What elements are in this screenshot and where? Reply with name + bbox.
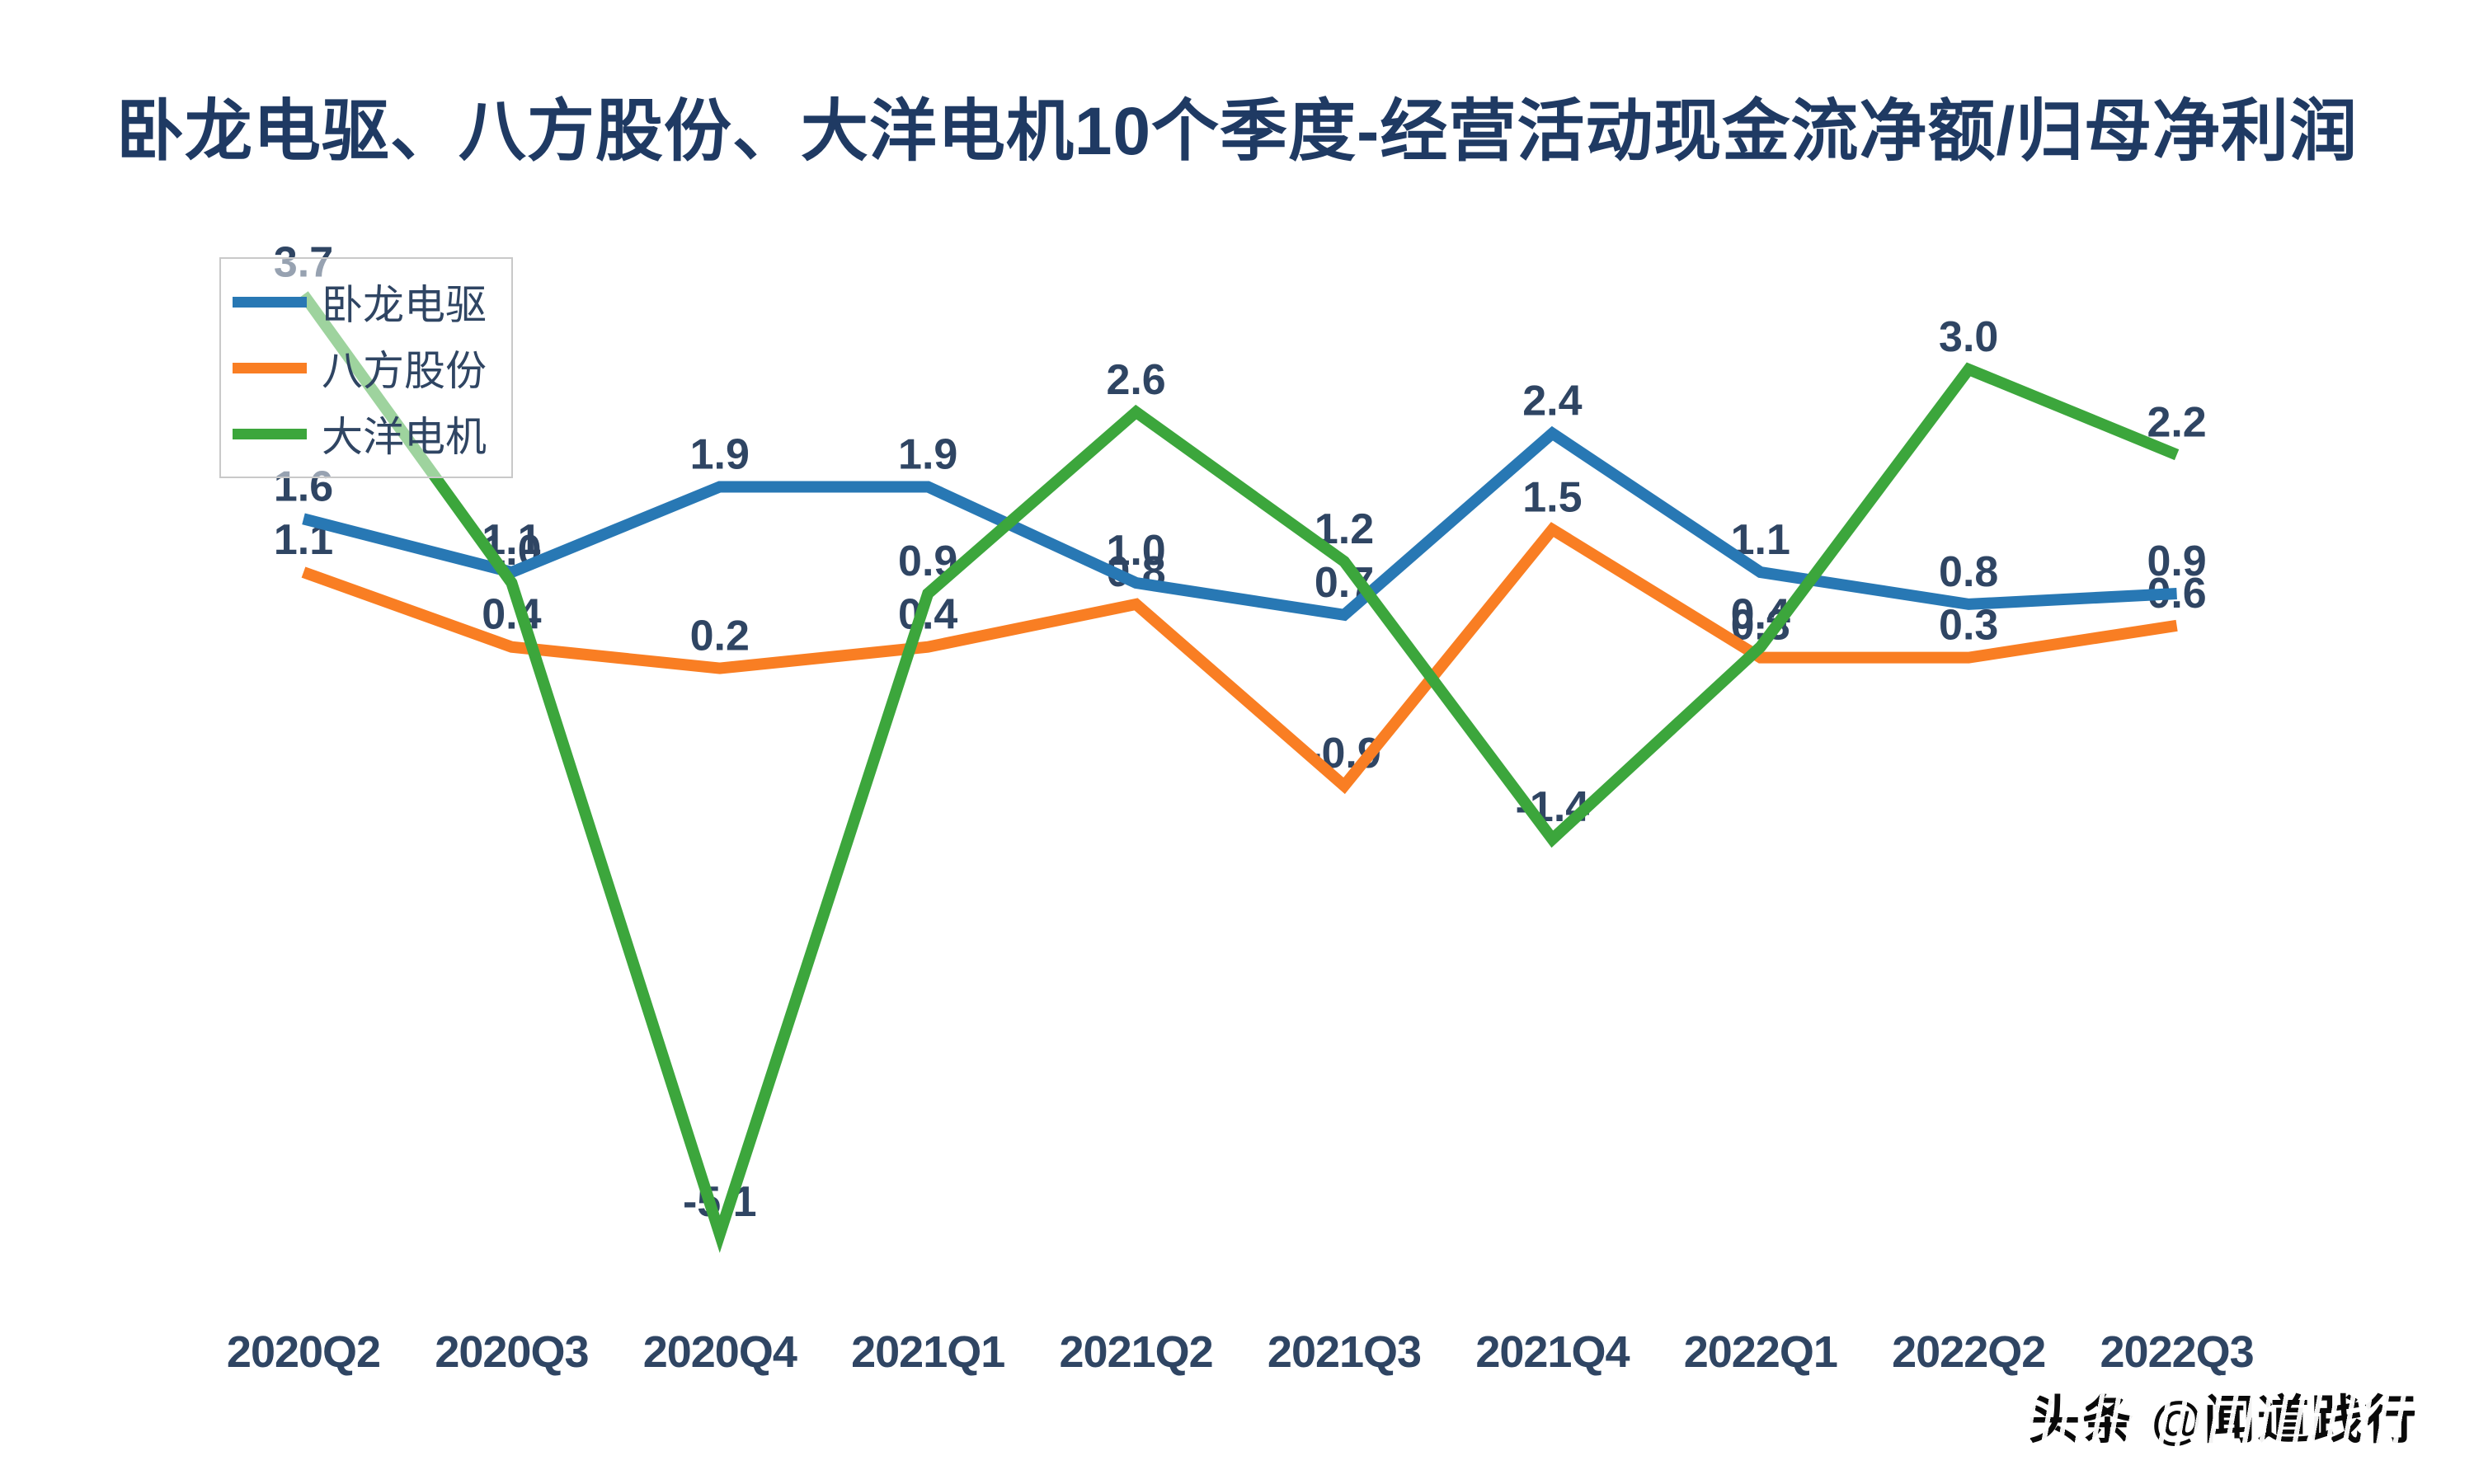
watermark: 头条 @闻道践行 — [2025, 1375, 2421, 1457]
legend-swatch-icon — [233, 428, 307, 439]
data-label-series-1: 0.2 — [690, 613, 750, 660]
x-axis-label: 2021Q4 — [1475, 1327, 1630, 1377]
legend-label: 卧龙电驱 — [322, 282, 487, 328]
x-axis-label: 2022Q2 — [1892, 1327, 2045, 1377]
data-label-series-0: 2.4 — [1522, 378, 1582, 425]
x-axis-label: 2020Q4 — [643, 1327, 797, 1377]
x-axis-label: 2021Q1 — [851, 1327, 1004, 1377]
legend: 卧龙电驱八方股份大洋电机 — [219, 257, 513, 478]
legend-swatch-icon — [233, 362, 307, 373]
data-label-series-0: 1.9 — [690, 430, 750, 478]
x-axis-label: 2021Q2 — [1060, 1327, 1213, 1377]
legend-item-0: 卧龙电驱 — [233, 269, 511, 335]
x-axis-label: 2020Q3 — [435, 1327, 588, 1377]
x-axis-label: 2021Q3 — [1268, 1327, 1421, 1377]
legend-item-2: 大洋电机 — [233, 401, 511, 467]
x-axis-label: 2020Q2 — [227, 1327, 380, 1377]
legend-swatch-icon — [233, 296, 307, 308]
series-line-0 — [302, 425, 2177, 622]
series-line-1 — [301, 522, 2178, 795]
legend-label: 大洋电机 — [322, 414, 487, 460]
watermark-text: 头条 @闻道践行 — [2028, 1392, 2418, 1449]
data-label-series-0: 0.9 — [2147, 538, 2206, 585]
legend-item-1: 八方股份 — [233, 335, 511, 401]
x-axis-label: 2022Q1 — [1684, 1327, 1837, 1377]
legend-label: 八方股份 — [322, 348, 487, 394]
data-label-series-2: 3.0 — [1939, 313, 1998, 361]
chart-title: 卧龙电驱、八方股份、大洋电机10个季度-经营活动现金流净额/归母净利润 — [115, 94, 2359, 169]
data-label-series-0: 1.9 — [898, 430, 957, 478]
x-axis-label: 2022Q3 — [2100, 1327, 2254, 1377]
data-label-series-0: 1.0 — [1106, 527, 1165, 575]
data-label-series-1: 1.5 — [1522, 473, 1582, 521]
data-label-series-2: 2.2 — [2147, 399, 2206, 447]
series-line-2 — [299, 291, 2180, 1253]
data-label-series-0: 0.8 — [1939, 548, 1998, 596]
data-label-series-2: 2.6 — [1106, 356, 1165, 404]
